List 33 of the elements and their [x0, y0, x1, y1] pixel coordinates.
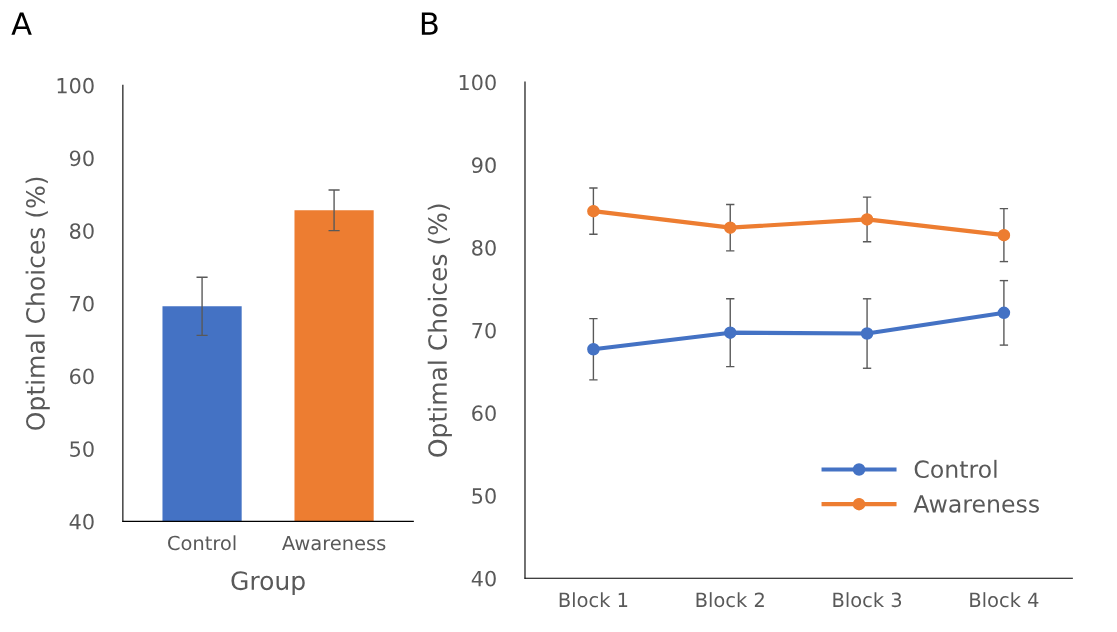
point — [723, 221, 737, 234]
point — [587, 204, 600, 218]
x-axis-title: Group — [231, 571, 305, 595]
y-tick-label: 50 — [70, 441, 94, 457]
legend-label: Awareness — [913, 495, 1039, 513]
y-axis-title: Optimal Choices (%) — [427, 204, 452, 457]
point — [997, 306, 1011, 320]
y-tick-label: 70 — [472, 322, 496, 339]
y-tick-label: 40 — [69, 513, 94, 530]
y-tick-label: 70 — [70, 295, 94, 312]
point — [587, 342, 600, 356]
y-axis-title: Optimal Choices (%) — [25, 177, 50, 430]
y-tick-label: 90 — [69, 150, 94, 167]
x-tick-label: Block 4 — [970, 592, 1039, 608]
x-tick-label: Block 1 — [559, 592, 628, 608]
point — [860, 327, 874, 340]
y-tick-label: 60 — [70, 368, 94, 385]
x-tick-label: Block 2 — [696, 592, 764, 608]
y-tick-label: 60 — [472, 405, 496, 422]
point — [723, 326, 737, 339]
y-tick-label: 90 — [472, 157, 496, 174]
x-tick-label: Block 3 — [833, 592, 902, 608]
point — [997, 228, 1011, 242]
y-tick-label: 80 — [69, 223, 94, 239]
y-tick-label: 80 — [472, 239, 496, 256]
y-tick-label: 50 — [472, 488, 496, 504]
y-tick-label: 100 — [459, 74, 496, 91]
legend-label: Control — [914, 459, 997, 479]
chart-title: B — [421, 12, 438, 35]
point — [860, 213, 874, 226]
y-tick-label: 100 — [57, 77, 94, 94]
chart-title: A — [11, 12, 32, 35]
y-tick-label: 40 — [471, 570, 496, 587]
